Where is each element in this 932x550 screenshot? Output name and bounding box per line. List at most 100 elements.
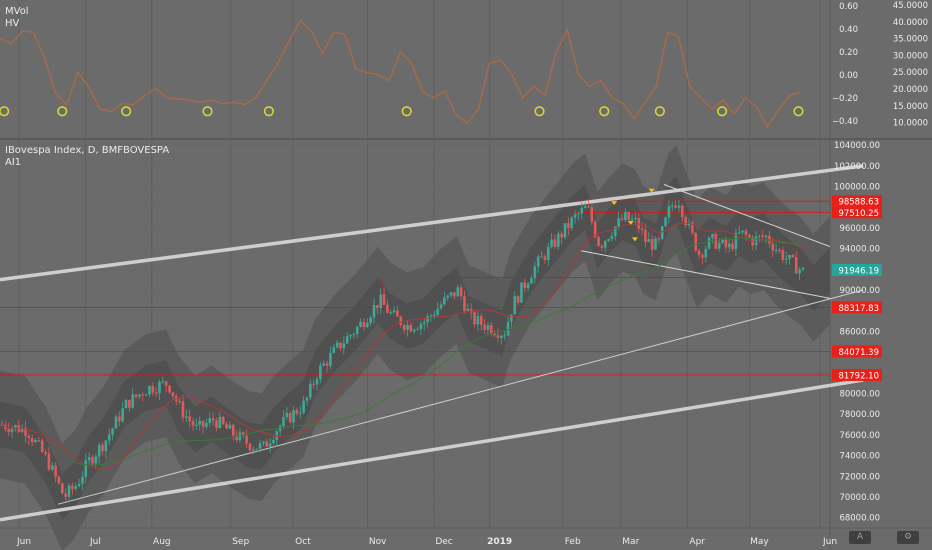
vol-title: MVol: [5, 6, 29, 17]
candle-body: [600, 245, 604, 248]
candle-body: [107, 434, 111, 441]
vol-axis-tick: 0.20: [839, 48, 858, 58]
candle-body: [369, 317, 372, 323]
candle-body: [784, 258, 788, 260]
price-label-box: [832, 263, 882, 276]
hv-axis-tick: 45.0000: [893, 1, 928, 11]
candle-body: [195, 424, 198, 426]
price-axis-tick: 90000.00: [839, 286, 880, 296]
candle-body: [148, 385, 151, 395]
price-label: 88317.83: [838, 304, 879, 314]
candle-body: [734, 232, 738, 250]
candle-body: [111, 428, 114, 435]
candle-body: [218, 416, 222, 428]
candle-body: [67, 485, 71, 497]
candle-body: [416, 329, 419, 331]
candle-body: [124, 399, 128, 409]
candle-body: [71, 485, 74, 489]
candle-body: [647, 239, 651, 242]
candle-body: [302, 400, 305, 413]
candle-body: [513, 296, 517, 315]
hv-axis-tick: 40.0000: [893, 18, 928, 28]
candle-body: [771, 243, 775, 251]
candle-body: [24, 427, 27, 436]
candle-body: [483, 324, 486, 330]
candle-body: [114, 416, 118, 429]
vol-axis-tick: −0.40: [832, 117, 858, 127]
settings-button[interactable]: ⚙: [897, 531, 919, 544]
candle-body: [701, 254, 704, 258]
hv-marker: [401, 106, 412, 117]
candle-body: [285, 413, 289, 417]
candle-body: [164, 381, 168, 386]
candle-body: [717, 242, 721, 249]
candle-body: [697, 250, 701, 255]
candle-body: [449, 292, 453, 296]
candle-body: [526, 283, 530, 288]
candle-body: [523, 282, 527, 288]
candle-body: [560, 233, 563, 238]
price-axis-tick: 102000.00: [834, 162, 880, 172]
candle-body: [660, 226, 664, 239]
candle-body: [77, 483, 81, 487]
candle-body: [624, 212, 627, 221]
wedge-lower-trendline: [580, 250, 831, 299]
time-axis-tick: Apr: [689, 537, 705, 547]
candle-body: [275, 431, 279, 440]
candle-body: [724, 239, 728, 248]
candle-body: [654, 238, 657, 250]
signal-arrow: [627, 220, 634, 225]
price-label-box: [832, 301, 882, 314]
candle-body: [396, 310, 399, 317]
candle-body: [774, 249, 778, 251]
signal-arrow: [611, 201, 618, 206]
candle-body: [322, 363, 326, 366]
log-scale-button[interactable]: A: [849, 531, 871, 544]
candle-body: [500, 335, 503, 338]
candle-body: [104, 440, 108, 452]
price-axis-tick: 70000.00: [839, 493, 880, 503]
candle-body: [778, 249, 781, 251]
candle-body: [386, 304, 389, 313]
time-axis-tick: Dec: [435, 537, 452, 547]
candle-body: [134, 394, 138, 397]
candle-body: [657, 238, 661, 240]
time-axis-tick: Jul: [89, 537, 101, 547]
candle-body: [677, 205, 681, 208]
candle-body: [788, 254, 791, 259]
candle-body: [791, 254, 795, 258]
candle-body: [131, 394, 134, 408]
price-label: 98588.63: [838, 198, 879, 208]
candle-body: [345, 336, 349, 344]
candle-body: [607, 239, 610, 241]
candle-body: [426, 316, 429, 322]
candle-body: [613, 226, 617, 237]
candle-body: [61, 483, 64, 494]
candle-body: [84, 460, 88, 477]
candle-body: [359, 321, 362, 327]
candle-body: [211, 418, 215, 421]
candle-body: [406, 325, 409, 330]
candle-body: [241, 432, 245, 436]
time-axis-tick: Sep: [232, 537, 249, 547]
candle-body: [543, 256, 547, 261]
candle-body: [530, 278, 533, 284]
candle-body: [40, 440, 44, 452]
wedge-upper-trendline: [663, 184, 831, 248]
candle-body: [158, 381, 161, 394]
candle-body: [553, 239, 557, 247]
moving-average-short: [1, 222, 804, 470]
candle-body: [208, 418, 212, 424]
candle-body: [20, 427, 24, 432]
price-label: 97510.25: [838, 209, 879, 219]
candle-body: [252, 449, 255, 451]
candle-body: [10, 427, 14, 433]
candle-body: [707, 237, 711, 249]
candle-body: [610, 236, 614, 240]
volatility-core: [0, 176, 830, 520]
candle-body: [496, 335, 500, 338]
hv-axis-tick: 25.0000: [893, 68, 928, 78]
price-axis-tick: 94000.00: [839, 245, 880, 255]
candle-body: [57, 476, 61, 484]
candle-body: [349, 335, 352, 337]
